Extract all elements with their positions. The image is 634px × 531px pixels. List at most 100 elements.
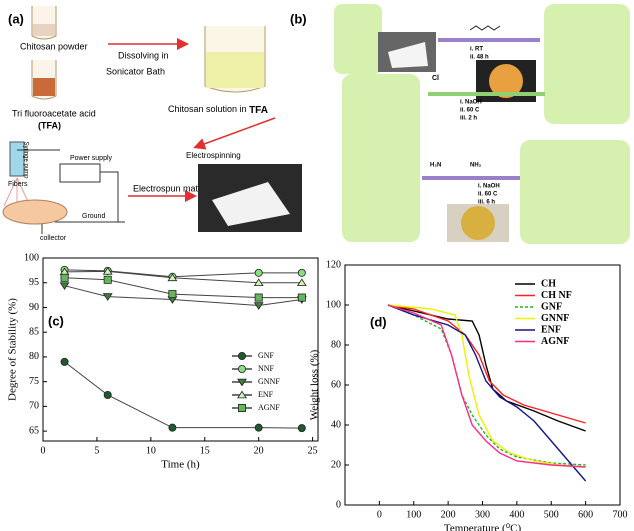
marker xyxy=(60,273,69,282)
legend-label: AGNF xyxy=(258,403,280,412)
label: H₂N xyxy=(430,163,441,169)
legend-label: ENF xyxy=(541,324,561,335)
label: Chitosan powder xyxy=(20,41,88,51)
y-tick-label: 120 xyxy=(326,259,341,270)
label: Electrospinning xyxy=(186,151,241,160)
marker xyxy=(237,364,246,373)
panel-label: (c) xyxy=(48,313,64,328)
series-line xyxy=(387,304,586,466)
x-tick-label: 5 xyxy=(94,445,99,456)
marker xyxy=(254,293,263,302)
solution xyxy=(206,52,264,88)
legend-label: GNNF xyxy=(258,377,280,386)
x-axis-label: Temperature (⁰C) xyxy=(444,523,522,531)
x-tick-label: 20 xyxy=(254,445,264,456)
x-tick-label: 300 xyxy=(475,509,490,520)
label: Tri fluoroacetate acid xyxy=(12,108,96,118)
y-axis-label: Degree of Stability (%) xyxy=(7,298,19,401)
marker xyxy=(254,268,263,277)
label: TFA xyxy=(249,105,268,116)
marker xyxy=(237,403,246,412)
x-tick-label: 600 xyxy=(578,509,593,520)
label: i. NaOH xyxy=(478,184,500,190)
collector xyxy=(2,199,68,225)
marker xyxy=(237,390,247,399)
marker xyxy=(297,424,306,433)
panel-label: (a) xyxy=(8,11,24,26)
y-tick-label: 0 xyxy=(336,499,341,510)
marker xyxy=(102,293,113,301)
y-tick-label: 40 xyxy=(331,419,341,430)
arrow xyxy=(193,117,276,150)
marker xyxy=(297,268,306,277)
marker xyxy=(59,282,70,291)
y-tick-label: 65 xyxy=(29,425,39,436)
marker xyxy=(167,273,178,282)
charts: 0 5 10 15 20 25 65 70 75 80 85 90 95 100 Time (h) Degre… xyxy=(7,252,628,531)
panel-label: (b) xyxy=(290,11,307,26)
mat xyxy=(212,182,290,226)
label: ii. 48 h xyxy=(470,55,489,61)
x-tick-label: 500 xyxy=(544,509,559,520)
series-line xyxy=(64,285,302,306)
glutaraldehyde xyxy=(469,25,501,31)
legend-label: AGNF xyxy=(541,336,569,347)
structure xyxy=(334,4,382,74)
panel-b: (b) i. RT ii. 48 h Cl i. NaOH ii. 60 C i… xyxy=(290,4,630,244)
x-tick-label: 10 xyxy=(146,445,156,456)
label: iii. 2 h xyxy=(460,116,477,122)
x-tick-label: 400 xyxy=(509,509,524,520)
label: NH₂ xyxy=(470,163,482,169)
marker xyxy=(60,357,69,366)
marker xyxy=(237,351,246,360)
structure xyxy=(520,140,630,244)
legend-label: ENF xyxy=(258,390,274,399)
plot-frame xyxy=(344,264,621,506)
label: Ground xyxy=(82,213,105,220)
y-tick-label: 75 xyxy=(29,376,39,387)
legend-label: GNF xyxy=(541,301,562,312)
label: iii. 6 h xyxy=(478,200,495,206)
label: Cl xyxy=(432,75,439,82)
x-axis-label: Time (h) xyxy=(161,459,200,471)
label: Electrospun mat xyxy=(133,183,199,193)
label: Syringe pump xyxy=(22,141,28,179)
marker xyxy=(168,290,177,299)
y-axis-label: Weight loss (%) xyxy=(309,349,321,420)
x-tick-label: 25 xyxy=(308,445,318,456)
disk xyxy=(489,64,523,98)
disk xyxy=(461,206,495,240)
marker xyxy=(168,423,177,432)
y-tick-label: 90 xyxy=(29,302,39,313)
plot-frame xyxy=(42,257,319,442)
marker xyxy=(254,423,263,432)
y-tick-label: 100 xyxy=(24,252,39,263)
power-supply xyxy=(59,163,101,183)
series-line xyxy=(387,304,586,424)
wire xyxy=(17,149,125,234)
x-tick-label: 15 xyxy=(200,445,210,456)
y-tick-label: 60 xyxy=(331,379,341,390)
y-tick-label: 20 xyxy=(331,459,341,470)
label: Chitosan solution in xyxy=(168,104,247,114)
label: collector xyxy=(40,235,67,242)
legend-label: NNF xyxy=(258,364,275,373)
legend-label: GNF xyxy=(258,351,275,360)
series-line xyxy=(387,304,586,468)
label: Sonicator Bath xyxy=(106,66,165,76)
y-tick-label: 85 xyxy=(29,326,39,337)
label: Chitosan solution in TFA xyxy=(168,104,268,115)
mat xyxy=(388,42,428,68)
acid xyxy=(33,78,55,96)
structure xyxy=(342,74,420,242)
label: i. RT xyxy=(470,47,483,53)
marker xyxy=(253,278,264,287)
label: i. NaOH xyxy=(460,100,482,106)
marker xyxy=(296,278,307,287)
structure xyxy=(544,4,630,124)
label: Power supply xyxy=(70,155,113,162)
label: Fibers xyxy=(8,181,28,188)
powder xyxy=(33,24,55,36)
label: ii. 60 C xyxy=(478,192,498,198)
